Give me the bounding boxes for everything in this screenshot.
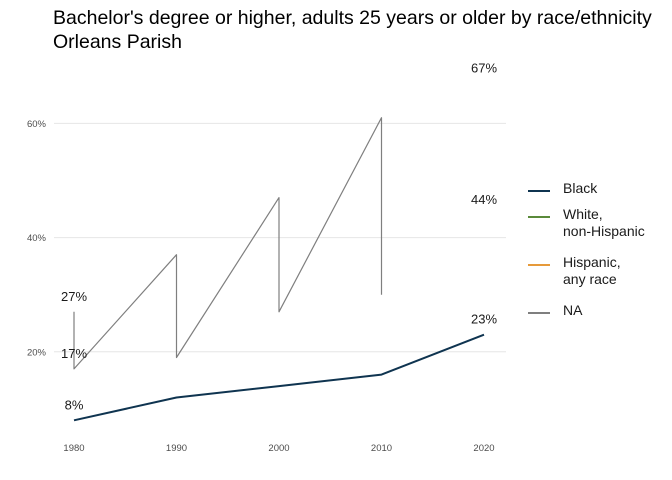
data-label: 23%: [471, 312, 497, 327]
data-label: 67%: [471, 60, 497, 75]
y-tick-label: 20%: [27, 347, 47, 358]
legend-item: Hispanic, any race: [528, 254, 645, 302]
x-tick-label: 2010: [371, 443, 392, 454]
data-label: 17%: [61, 346, 87, 361]
x-tick-label: 2020: [473, 443, 494, 454]
legend-item: Black: [528, 180, 645, 206]
legend-label: NA: [563, 302, 583, 318]
legend-label: White, non-Hispanic: [563, 206, 645, 239]
legend-item: White, non-Hispanic: [528, 206, 645, 254]
x-tick-label: 2000: [268, 443, 289, 454]
legend-key: [528, 216, 550, 218]
x-tick-label: 1990: [166, 443, 187, 454]
legend-label: Black: [563, 180, 598, 196]
legend-key: [528, 312, 550, 314]
legend-key: [528, 264, 550, 266]
y-tick-label: 60%: [27, 119, 47, 130]
legend-label: Hispanic, any race: [563, 254, 621, 287]
chart-legend: Black White, non-Hispanic Hispanic, any ra…: [528, 180, 645, 328]
chart-title: Bachelor's degree or higher, adults 25 y…: [53, 7, 652, 53]
series-line-na: [73, 117, 383, 370]
x-tick-label: 1980: [63, 443, 84, 454]
legend-key: [528, 190, 550, 192]
data-label: 8%: [65, 397, 84, 412]
data-label: 44%: [471, 192, 497, 207]
data-label: 27%: [61, 289, 87, 304]
series-line-black: [73, 333, 485, 422]
y-tick-label: 40%: [27, 233, 47, 244]
legend-item: NA: [528, 302, 645, 328]
